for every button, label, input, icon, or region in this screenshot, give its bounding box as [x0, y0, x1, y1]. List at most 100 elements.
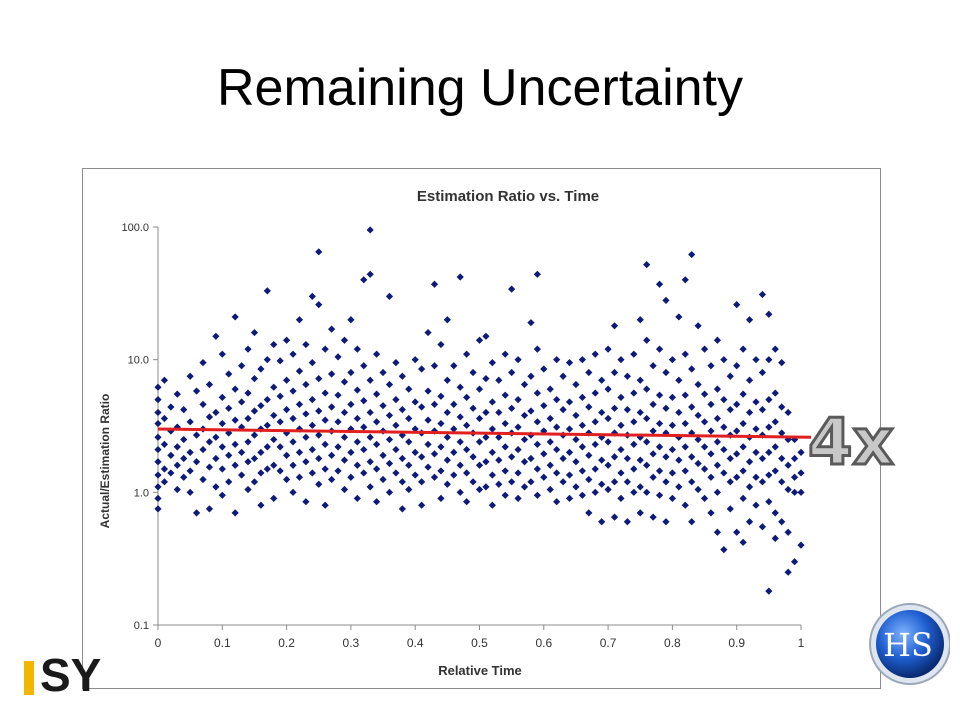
y-tick-label: 1.0: [134, 487, 149, 499]
data-point: [405, 461, 413, 469]
data-point: [231, 313, 239, 321]
data-point: [366, 408, 374, 417]
data-point: [225, 370, 233, 378]
data-point: [784, 568, 792, 576]
data-point: [340, 378, 349, 386]
data-point: [482, 374, 490, 383]
data-point: [733, 362, 741, 370]
data-point: [797, 469, 805, 477]
data-point: [353, 414, 361, 423]
data-point: [192, 387, 201, 395]
data-point: [392, 469, 400, 477]
data-point: [649, 400, 657, 409]
data-point: [520, 411, 529, 420]
y-tick-label: 10.0: [128, 355, 149, 367]
data-point: [655, 345, 664, 353]
chart-axes: 0 0.1 0.2 0.3 0.4 0.5 0.6 0.7 0.8 0.9 1 0.1 1.0 10.0 1…: [121, 222, 804, 650]
data-point: [463, 393, 471, 401]
data-point: [263, 421, 271, 429]
data-point: [739, 494, 747, 503]
data-point: [186, 488, 194, 496]
data-point: [488, 501, 496, 509]
data-point: [540, 402, 548, 410]
data-point: [527, 407, 535, 415]
data-point: [443, 456, 451, 464]
data-point: [604, 461, 612, 469]
data-point: [340, 408, 349, 417]
x-tick-label: 0.8: [664, 636, 681, 650]
data-point: [610, 404, 619, 412]
data-point: [366, 226, 374, 234]
data-point: [379, 451, 387, 459]
data-point: [456, 413, 464, 421]
data-point: [340, 336, 349, 344]
data-point: [733, 427, 741, 435]
data-point: [559, 478, 567, 486]
data-point: [315, 454, 323, 463]
data-point: [765, 310, 773, 318]
y-axis-label: Actual/Estimation Ratio: [98, 394, 112, 529]
data-point: [495, 433, 503, 441]
data-point: [572, 380, 580, 389]
data-point: [289, 350, 297, 358]
data-point: [263, 356, 271, 364]
data-point: [328, 403, 336, 411]
data-point: [154, 505, 162, 513]
data-point: [334, 353, 342, 361]
data-point: [675, 376, 683, 384]
data-point: [726, 406, 734, 414]
data-point: [585, 451, 593, 459]
data-point: [720, 423, 728, 431]
data-point: [488, 398, 496, 406]
data-point: [565, 471, 574, 479]
data-point: [765, 587, 773, 595]
data-point: [681, 443, 689, 451]
data-point: [450, 471, 458, 479]
data-point: [655, 391, 664, 399]
data-point: [765, 356, 773, 364]
data-point: [475, 414, 484, 423]
data-point: [565, 398, 574, 406]
data-point: [778, 403, 786, 411]
data-point: [617, 393, 625, 401]
slide-title: Remaining Uncertainty: [216, 59, 744, 117]
data-point: [707, 400, 715, 409]
data-point: [237, 471, 246, 479]
data-point: [662, 453, 670, 461]
data-point: [334, 418, 342, 426]
data-point: [353, 494, 361, 503]
data-point: [283, 451, 291, 459]
data-point: [257, 501, 265, 509]
data-point: [681, 350, 689, 358]
x-tick-label: 0.4: [407, 636, 424, 650]
data-point: [598, 376, 606, 384]
data-point: [411, 398, 419, 406]
data-point: [546, 385, 554, 393]
data-point: [778, 359, 786, 367]
data-point: [366, 458, 374, 466]
logo-bar-icon: [24, 661, 34, 695]
data-point: [463, 469, 471, 477]
data-point: [700, 465, 709, 473]
data-point: [379, 475, 387, 484]
data-point: [610, 368, 619, 377]
data-point: [591, 350, 599, 358]
data-point: [302, 458, 310, 466]
data-point: [688, 403, 696, 411]
data-point: [495, 408, 503, 417]
data-point: [501, 443, 509, 451]
data-point: [501, 350, 509, 358]
data-point: [231, 440, 239, 448]
data-point: [450, 400, 458, 409]
data-point: [533, 389, 541, 397]
data-point: [212, 408, 220, 417]
data-point: [720, 546, 728, 554]
data-point: [649, 450, 657, 458]
trendline-group: [157, 427, 812, 439]
data-point: [283, 475, 291, 484]
data-point: [585, 403, 593, 411]
data-point: [334, 443, 342, 451]
data-point: [745, 458, 754, 466]
data-point: [733, 301, 741, 309]
data-point: [430, 280, 439, 288]
